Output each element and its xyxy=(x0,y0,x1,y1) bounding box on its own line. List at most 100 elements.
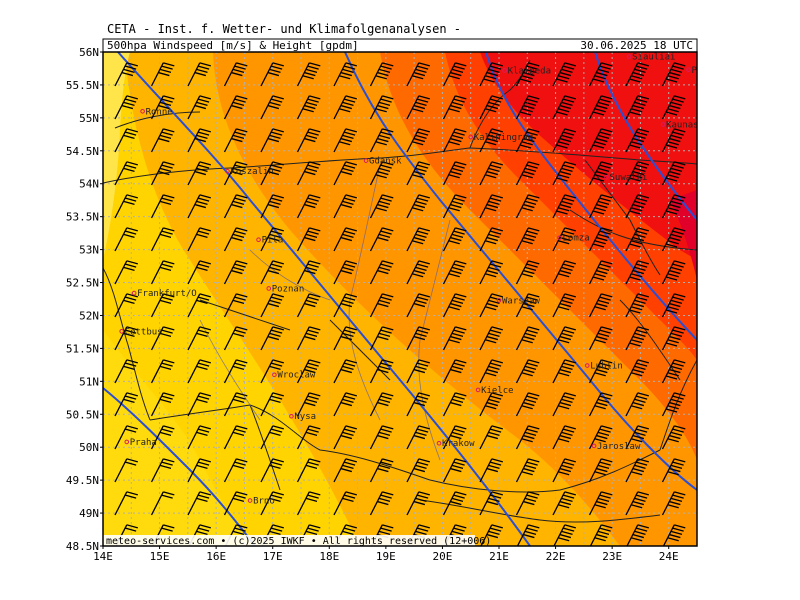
wind-barb xyxy=(661,491,686,516)
wind-barb xyxy=(479,194,503,219)
wind-barb xyxy=(187,326,211,351)
wind-barb xyxy=(223,326,248,351)
wind-barb xyxy=(552,491,576,516)
wind-barb xyxy=(260,458,284,483)
city-label: Brno xyxy=(253,497,275,507)
wind-barb xyxy=(369,128,394,153)
wind-barb xyxy=(442,425,467,450)
city-marker-icon xyxy=(140,108,145,114)
wind-barb xyxy=(223,194,248,219)
wind-barb xyxy=(114,161,138,186)
wind-barb xyxy=(260,491,284,516)
city-marker-icon xyxy=(660,122,666,127)
lon-tick-label: 14E xyxy=(93,550,113,563)
lat-tick-label: 55.5N xyxy=(66,79,99,92)
border-line xyxy=(584,159,661,276)
wind-barb xyxy=(588,392,613,417)
wind-barb xyxy=(150,359,175,384)
wind-barb xyxy=(588,161,613,186)
city-label: Klaipeda xyxy=(508,66,551,76)
wind-barb xyxy=(626,558,649,581)
wind-barb xyxy=(187,128,211,153)
wind-barb xyxy=(369,392,394,417)
wind-barb xyxy=(333,293,357,318)
provider-title: CETA - Inst. f. Wetter- und Klimafolgena… xyxy=(107,22,461,36)
wind-barb xyxy=(552,194,576,219)
wind-barb xyxy=(661,293,686,318)
wind-barb xyxy=(150,425,175,450)
city-brno: Brno xyxy=(247,497,275,507)
wind-barb xyxy=(333,62,357,87)
wind-barb xyxy=(661,260,686,285)
wind-barb xyxy=(661,128,686,153)
lon-tick-label: 15E xyxy=(150,550,170,563)
wind-barb xyxy=(406,161,430,186)
wind-barb xyxy=(369,227,394,252)
city-lublin: Lublin xyxy=(584,362,623,372)
wind-barb xyxy=(369,491,394,516)
wind-barb xyxy=(552,293,576,318)
wind-barb xyxy=(114,95,138,120)
wind-barb xyxy=(260,194,284,219)
city-marker-icon xyxy=(131,290,137,296)
wind-barb xyxy=(479,161,503,186)
wind-barb xyxy=(588,62,613,87)
river-line xyxy=(249,249,331,301)
lon-tick-label: 17E xyxy=(263,550,283,563)
wind-barb xyxy=(150,95,175,120)
city-marker-icon xyxy=(289,413,294,419)
height-contour-2 xyxy=(117,52,531,546)
wind-barb xyxy=(406,62,430,87)
wind-barb xyxy=(150,194,175,219)
city-label: Wroclaw xyxy=(277,371,316,381)
wind-barb xyxy=(187,491,211,516)
wind-barb xyxy=(406,392,430,417)
wind-barb xyxy=(515,392,540,417)
lon-tick-label: 23E xyxy=(602,550,622,563)
city-marker-icon xyxy=(225,168,230,174)
wind-barb xyxy=(442,128,467,153)
wind-barb xyxy=(552,425,576,450)
wind-barb xyxy=(260,62,284,87)
river-line xyxy=(418,219,451,461)
wind-barb xyxy=(296,359,321,384)
wind-barb xyxy=(333,326,357,351)
wind-barb xyxy=(150,491,175,516)
city-nysa: Nysa xyxy=(289,412,316,422)
wind-barb xyxy=(333,161,357,186)
city-kaliningrad: Kaliningrad xyxy=(468,133,534,143)
wind-barb xyxy=(406,491,430,516)
city-marker-icon xyxy=(266,286,272,291)
wind-barb xyxy=(260,161,284,186)
lat-tick-label: 52.5N xyxy=(66,277,99,290)
city-marker-icon xyxy=(502,68,507,73)
wind-barb xyxy=(333,95,357,120)
wind-barb xyxy=(114,326,138,351)
wind-barb xyxy=(114,359,138,384)
wind-barb xyxy=(406,326,430,351)
city-marker-icon xyxy=(468,134,474,140)
wind-barb xyxy=(296,260,321,285)
wind-barb xyxy=(479,425,503,450)
wind-barb xyxy=(515,425,540,450)
city-marker-icon xyxy=(557,235,562,241)
height-contour-4 xyxy=(485,52,697,341)
city-label: Kaliningrad xyxy=(474,133,534,143)
lat-tick-label: 53.5N xyxy=(66,211,99,224)
wind-barb xyxy=(369,326,394,351)
lon-tick-label: 18E xyxy=(319,550,339,563)
wind-barb xyxy=(442,392,467,417)
wind-barb xyxy=(223,260,248,285)
city-label: Poznan xyxy=(272,284,305,294)
lon-tick-label: 19E xyxy=(376,550,396,563)
wind-barb xyxy=(661,458,686,483)
wind-barb xyxy=(333,194,357,219)
border-line xyxy=(569,209,697,251)
wind-barb xyxy=(552,326,576,351)
wind-barb xyxy=(223,293,248,318)
wind-barb xyxy=(369,359,394,384)
city-marker-icon xyxy=(686,67,691,73)
wind-barb xyxy=(515,194,540,219)
wind-barb xyxy=(296,458,321,483)
wind-barb xyxy=(114,260,138,285)
